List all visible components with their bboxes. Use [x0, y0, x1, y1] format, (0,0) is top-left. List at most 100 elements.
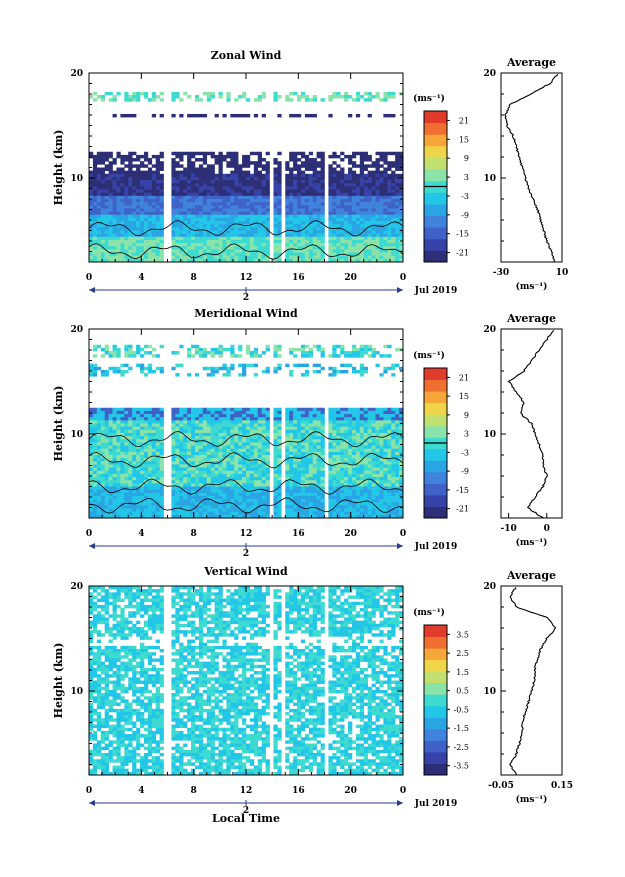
- heatmap-cell: [258, 468, 262, 471]
- heatmap-cell: [301, 205, 305, 208]
- heatmap-cell: [171, 436, 175, 439]
- heatmap-cell: [352, 215, 356, 218]
- heatmap-cell: [152, 512, 156, 515]
- heatmap-cell: [289, 224, 293, 227]
- heatmap-cell: [191, 253, 195, 256]
- heatmap-cell: [352, 171, 356, 174]
- heatmap-cell: [93, 490, 97, 493]
- heatmap-cell: [352, 180, 356, 183]
- heatmap-cell: [109, 471, 113, 474]
- heatmap-cell: [148, 427, 152, 430]
- heatmap-cell: [144, 205, 148, 208]
- heatmap-cell: [97, 411, 101, 414]
- heatmap-cell: [348, 237, 352, 240]
- heatmap-cell: [116, 174, 120, 177]
- heatmap-cell: [211, 92, 215, 95]
- heatmap-cell: [140, 370, 144, 373]
- heatmap-cell: [297, 348, 301, 351]
- heatmap-cell: [266, 367, 270, 370]
- heatmap-cell: [222, 487, 226, 490]
- heatmap-cell: [376, 168, 380, 171]
- heatmap-cell: [219, 92, 223, 95]
- heatmap-cell: [187, 171, 191, 174]
- heatmap-cell: [309, 408, 313, 411]
- heatmap-cell: [226, 208, 230, 211]
- heatmap-cell: [368, 208, 372, 211]
- heatmap-cell: [120, 243, 124, 246]
- heatmap-cell: [215, 452, 219, 455]
- heatmap-cell: [313, 477, 317, 480]
- heatmap-cell: [356, 256, 360, 259]
- heatmap-cell: [93, 408, 97, 411]
- heatmap-cell: [105, 202, 109, 205]
- heatmap-cell: [203, 427, 207, 430]
- heatmap-cell: [124, 505, 128, 508]
- heatmap-cell: [93, 512, 97, 515]
- heatmap-cell: [207, 212, 211, 215]
- heatmap-cell: [313, 174, 317, 177]
- heatmap-cell: [297, 487, 301, 490]
- heatmap-cell: [171, 240, 175, 243]
- heatmap-cell: [97, 455, 101, 458]
- heatmap-cell: [160, 202, 164, 205]
- heatmap-cell: [97, 183, 101, 186]
- heatmap-cell: [211, 455, 215, 458]
- heatmap-cell: [273, 237, 277, 240]
- heatmap-cell: [171, 411, 175, 414]
- heatmap-cell: [242, 420, 246, 423]
- heatmap-cell: [187, 471, 191, 474]
- heatmap-cell: [348, 177, 352, 180]
- heatmap-cell: [211, 433, 215, 436]
- heatmap-cell: [238, 427, 242, 430]
- heatmap-cell: [395, 158, 399, 161]
- heatmap-cell: [395, 202, 399, 205]
- heatmap-cell: [109, 452, 113, 455]
- heatmap-cell: [309, 496, 313, 499]
- heatmap-cell: [250, 205, 254, 208]
- heatmap-cell: [175, 249, 179, 252]
- heatmap-cell: [258, 224, 262, 227]
- heatmap-cell: [328, 215, 332, 218]
- heatmap-cell: [309, 455, 313, 458]
- heatmap-cell: [148, 493, 152, 496]
- heatmap-cell: [207, 490, 211, 493]
- heatmap-cell: [321, 183, 325, 186]
- heatmap-cell: [328, 468, 332, 471]
- heatmap-cell: [301, 164, 305, 167]
- heatmap-cell: [258, 436, 262, 439]
- heatmap-cell: [156, 367, 160, 370]
- heatmap-cell: [175, 364, 179, 367]
- heatmap-cell: [289, 430, 293, 433]
- heatmap-cell: [156, 499, 160, 502]
- heatmap-cell: [116, 502, 120, 505]
- heatmap-cell: [195, 420, 199, 423]
- heatmap-cell: [226, 490, 230, 493]
- heatmap-cell: [113, 177, 117, 180]
- heatmap-cell: [140, 199, 144, 202]
- heatmap-cell: [175, 420, 179, 423]
- heatmap-cell: [144, 158, 148, 161]
- heatmap-cell: [175, 180, 179, 183]
- heatmap-cell: [101, 471, 105, 474]
- heatmap-cell: [109, 502, 113, 505]
- heatmap-cell: [285, 471, 289, 474]
- heatmap-cell: [340, 199, 344, 202]
- heatmap-cell: [222, 215, 226, 218]
- heatmap-cell: [360, 243, 364, 246]
- heatmap-cell: [105, 449, 109, 452]
- heatmap-cell: [313, 490, 317, 493]
- heatmap-cell: [289, 218, 293, 221]
- heatmap-cell: [226, 496, 230, 499]
- heatmap-cell: [171, 174, 175, 177]
- heatmap-cell: [332, 411, 336, 414]
- heatmap-cell: [297, 420, 301, 423]
- heatmap-cell: [309, 458, 313, 461]
- heatmap-cell: [246, 114, 250, 117]
- heatmap-cell: [171, 215, 175, 218]
- heatmap-cell: [187, 196, 191, 199]
- heatmap-cell: [97, 446, 101, 449]
- heatmap-cell: [101, 168, 105, 171]
- heatmap-cell: [175, 224, 179, 227]
- heatmap-cell: [332, 212, 336, 215]
- heatmap-cell: [309, 509, 313, 512]
